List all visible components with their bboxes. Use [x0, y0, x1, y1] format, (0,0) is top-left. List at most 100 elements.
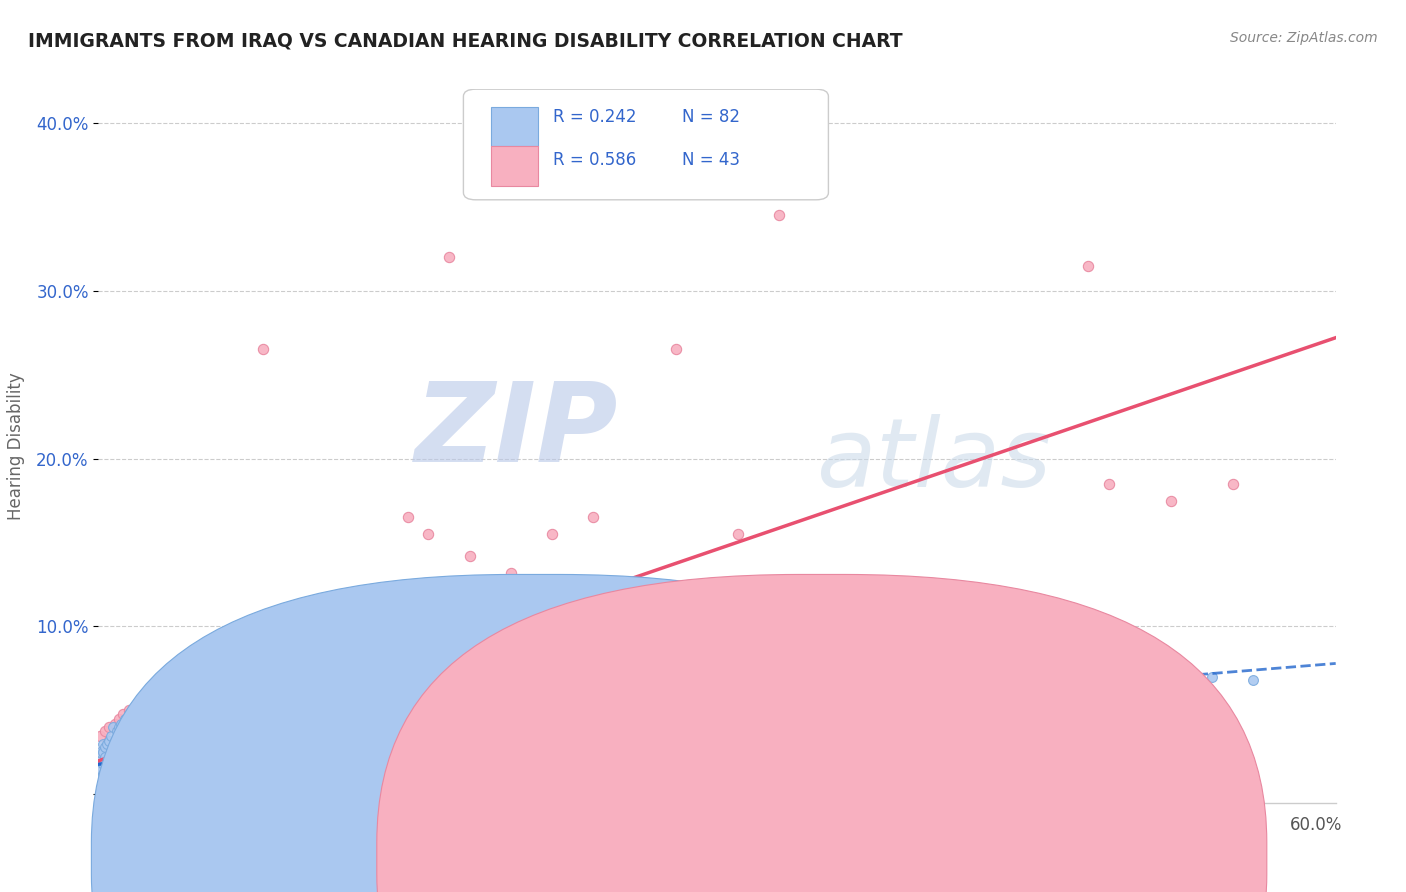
- Point: [1160, 493, 1182, 508]
- Point: [124, 717, 146, 731]
- Point: [1077, 259, 1099, 273]
- Point: [89, 746, 111, 760]
- Point: [706, 687, 728, 701]
- Point: [541, 527, 564, 541]
- Point: [1222, 476, 1244, 491]
- Text: R = 0.242: R = 0.242: [553, 109, 636, 127]
- Point: [252, 343, 274, 357]
- Point: [132, 740, 155, 755]
- Point: [93, 762, 115, 776]
- Point: [96, 771, 118, 785]
- Point: [582, 510, 605, 524]
- Point: [190, 666, 212, 681]
- Text: atlas: atlas: [815, 414, 1052, 507]
- Point: [110, 717, 132, 731]
- Bar: [491, 146, 537, 186]
- Point: [294, 690, 316, 704]
- Point: [108, 746, 131, 760]
- Point: [118, 706, 141, 721]
- Point: [242, 636, 264, 650]
- Point: [127, 737, 149, 751]
- Point: [211, 653, 233, 667]
- Bar: [491, 107, 537, 146]
- Point: [97, 767, 120, 781]
- Point: [789, 678, 811, 692]
- Point: [665, 343, 688, 357]
- Point: [727, 527, 749, 541]
- Point: [180, 673, 202, 688]
- Point: [186, 661, 208, 675]
- Point: [1139, 673, 1161, 688]
- Text: Source: ZipAtlas.com: Source: ZipAtlas.com: [1230, 31, 1378, 45]
- Text: IMMIGRANTS FROM IRAQ VS CANADIAN HEARING DISABILITY CORRELATION CHART: IMMIGRANTS FROM IRAQ VS CANADIAN HEARING…: [28, 31, 903, 50]
- Point: [114, 740, 136, 755]
- Point: [190, 723, 212, 738]
- Point: [458, 549, 481, 563]
- Point: [153, 720, 176, 734]
- Point: [665, 690, 688, 704]
- Point: [139, 717, 162, 731]
- Text: Immigrants from Iraq: Immigrants from Iraq: [576, 849, 754, 867]
- Point: [149, 729, 172, 743]
- Point: [437, 250, 460, 264]
- Point: [117, 737, 139, 751]
- Point: [101, 757, 124, 772]
- Point: [541, 690, 564, 704]
- Point: [112, 706, 135, 721]
- Point: [136, 733, 159, 747]
- Point: [201, 712, 224, 726]
- Point: [747, 683, 769, 698]
- Point: [91, 746, 114, 760]
- Point: [294, 619, 316, 633]
- Point: [89, 771, 111, 785]
- Point: [139, 690, 162, 704]
- Point: [145, 683, 167, 698]
- Point: [953, 678, 976, 692]
- Point: [623, 678, 645, 692]
- Point: [93, 774, 115, 789]
- Point: [122, 723, 145, 738]
- Point: [100, 746, 122, 760]
- Point: [149, 687, 172, 701]
- Point: [124, 700, 146, 714]
- Point: [96, 737, 118, 751]
- Point: [335, 687, 357, 701]
- Point: [1015, 673, 1038, 688]
- Point: [118, 733, 141, 747]
- Point: [93, 750, 115, 764]
- Text: ZIP: ZIP: [415, 378, 619, 485]
- Point: [118, 703, 141, 717]
- Point: [120, 729, 142, 743]
- Point: [104, 717, 127, 731]
- Point: [418, 527, 440, 541]
- Text: N = 82: N = 82: [682, 109, 741, 127]
- Point: [499, 687, 522, 701]
- Point: [170, 670, 193, 684]
- Point: [105, 723, 128, 738]
- Point: [157, 723, 180, 738]
- Text: 60.0%: 60.0%: [1291, 816, 1343, 834]
- Point: [273, 628, 295, 642]
- Point: [91, 779, 114, 793]
- Point: [396, 510, 419, 524]
- Point: [232, 706, 254, 721]
- Point: [176, 729, 198, 743]
- Point: [128, 729, 150, 743]
- Point: [768, 208, 790, 222]
- Point: [128, 695, 150, 709]
- Point: [170, 720, 193, 734]
- Point: [174, 666, 197, 681]
- Point: [396, 683, 419, 698]
- Point: [131, 720, 153, 734]
- Point: [891, 683, 914, 698]
- Point: [1201, 670, 1223, 684]
- Point: [162, 717, 184, 731]
- Point: [211, 717, 233, 731]
- Point: [105, 750, 128, 764]
- FancyBboxPatch shape: [464, 89, 828, 200]
- Point: [114, 712, 136, 726]
- Point: [141, 737, 163, 751]
- Point: [108, 712, 131, 726]
- Point: [97, 720, 120, 734]
- Point: [201, 657, 224, 671]
